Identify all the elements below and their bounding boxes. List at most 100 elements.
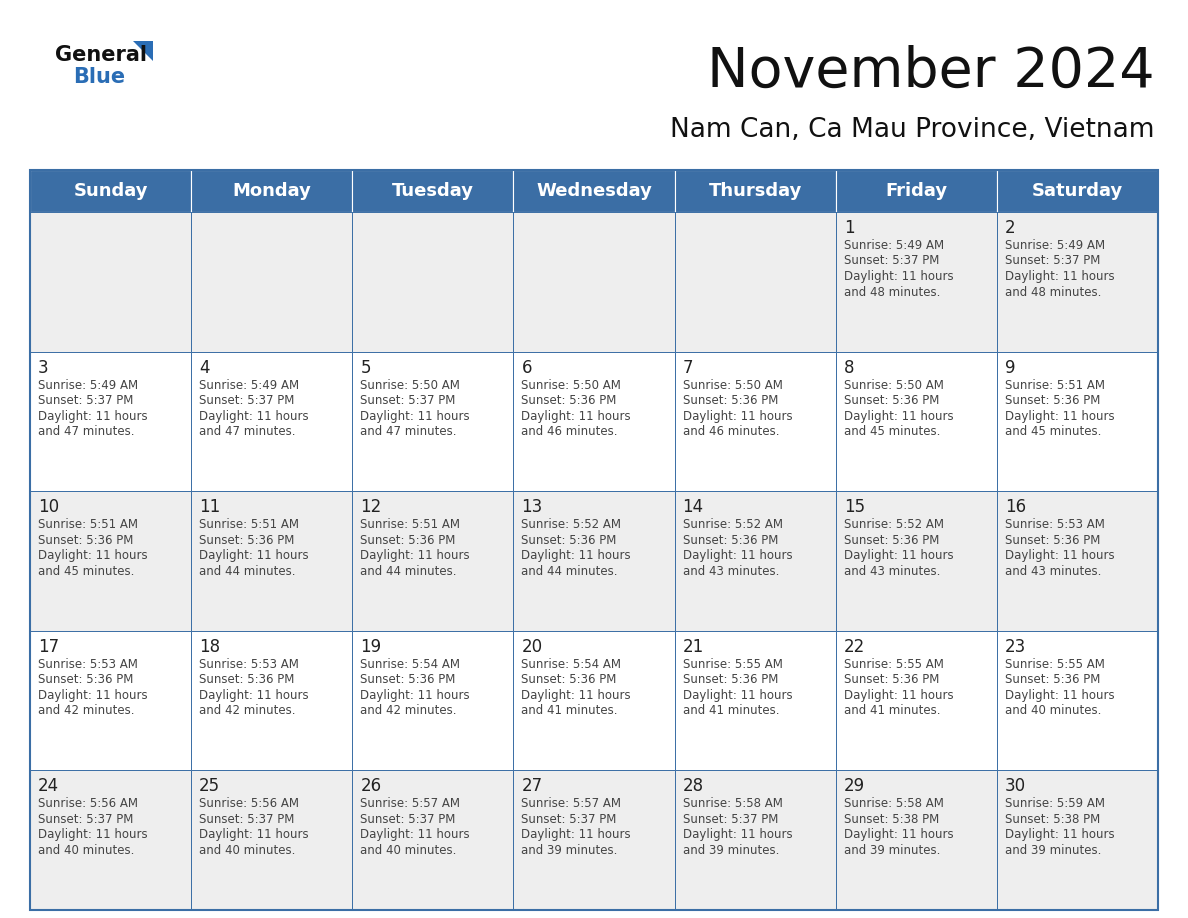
Bar (835, 352, 997, 491)
Text: Sunset: 5:37 PM: Sunset: 5:37 PM (38, 813, 133, 826)
Text: Daylight: 11 hours: Daylight: 11 hours (360, 688, 470, 701)
Text: Sunrise: 5:55 AM: Sunrise: 5:55 AM (683, 658, 783, 671)
Text: and 40 minutes.: and 40 minutes. (38, 844, 134, 856)
Text: and 43 minutes.: and 43 minutes. (843, 565, 940, 577)
Text: 6: 6 (522, 359, 532, 376)
Text: Daylight: 11 hours: Daylight: 11 hours (38, 688, 147, 701)
Text: Sunset: 5:36 PM: Sunset: 5:36 PM (360, 673, 456, 687)
Bar (191, 170, 353, 212)
Bar (30, 491, 191, 631)
Text: Sunrise: 5:53 AM: Sunrise: 5:53 AM (200, 658, 299, 671)
Text: Daylight: 11 hours: Daylight: 11 hours (843, 828, 953, 842)
Text: 12: 12 (360, 498, 381, 516)
Bar (353, 770, 513, 910)
Text: Thursday: Thursday (708, 182, 802, 200)
Text: Daylight: 11 hours: Daylight: 11 hours (200, 549, 309, 562)
Text: and 39 minutes.: and 39 minutes. (683, 844, 779, 856)
Text: and 44 minutes.: and 44 minutes. (522, 565, 618, 577)
Text: and 40 minutes.: and 40 minutes. (1005, 704, 1101, 717)
Text: Daylight: 11 hours: Daylight: 11 hours (683, 688, 792, 701)
Text: and 45 minutes.: and 45 minutes. (1005, 425, 1101, 438)
Text: and 41 minutes.: and 41 minutes. (683, 704, 779, 717)
Text: 29: 29 (843, 778, 865, 795)
Bar (30, 170, 1158, 910)
Text: 23: 23 (1005, 638, 1026, 655)
Text: Daylight: 11 hours: Daylight: 11 hours (38, 409, 147, 422)
Bar (191, 770, 353, 910)
Text: Sunrise: 5:51 AM: Sunrise: 5:51 AM (360, 518, 460, 532)
Text: and 40 minutes.: and 40 minutes. (200, 844, 296, 856)
Text: 28: 28 (683, 778, 703, 795)
Bar (997, 491, 1158, 631)
Bar (353, 352, 513, 491)
Text: Sunset: 5:37 PM: Sunset: 5:37 PM (843, 254, 939, 267)
Bar (675, 170, 835, 212)
Text: Daylight: 11 hours: Daylight: 11 hours (522, 828, 631, 842)
Bar (997, 352, 1158, 491)
Text: 17: 17 (38, 638, 59, 655)
Text: 19: 19 (360, 638, 381, 655)
Text: Sunset: 5:36 PM: Sunset: 5:36 PM (1005, 673, 1100, 687)
Text: Daylight: 11 hours: Daylight: 11 hours (200, 688, 309, 701)
Text: Sunrise: 5:51 AM: Sunrise: 5:51 AM (200, 518, 299, 532)
Text: 26: 26 (360, 778, 381, 795)
Text: Sunset: 5:37 PM: Sunset: 5:37 PM (38, 394, 133, 407)
Bar (513, 491, 675, 631)
Text: 16: 16 (1005, 498, 1026, 516)
Text: 18: 18 (200, 638, 220, 655)
Text: Daylight: 11 hours: Daylight: 11 hours (360, 549, 470, 562)
Polygon shape (133, 41, 153, 61)
Text: and 45 minutes.: and 45 minutes. (38, 565, 134, 577)
Text: Daylight: 11 hours: Daylight: 11 hours (38, 828, 147, 842)
Text: Sunrise: 5:51 AM: Sunrise: 5:51 AM (1005, 378, 1105, 392)
Text: Sunrise: 5:49 AM: Sunrise: 5:49 AM (1005, 239, 1105, 252)
Text: Sunset: 5:36 PM: Sunset: 5:36 PM (200, 673, 295, 687)
Text: Sunset: 5:36 PM: Sunset: 5:36 PM (38, 533, 133, 547)
Text: Sunrise: 5:59 AM: Sunrise: 5:59 AM (1005, 798, 1105, 811)
Bar (513, 631, 675, 770)
Text: Sunrise: 5:54 AM: Sunrise: 5:54 AM (522, 658, 621, 671)
Text: and 40 minutes.: and 40 minutes. (360, 844, 456, 856)
Text: Saturday: Saturday (1032, 182, 1123, 200)
Bar (353, 170, 513, 212)
Text: Blue: Blue (72, 67, 125, 87)
Bar (513, 212, 675, 352)
Text: Sunday: Sunday (74, 182, 147, 200)
Text: Sunset: 5:36 PM: Sunset: 5:36 PM (522, 673, 617, 687)
Text: and 43 minutes.: and 43 minutes. (683, 565, 779, 577)
Text: Tuesday: Tuesday (392, 182, 474, 200)
Text: November 2024: November 2024 (707, 45, 1155, 99)
Text: Sunset: 5:36 PM: Sunset: 5:36 PM (683, 394, 778, 407)
Text: Daylight: 11 hours: Daylight: 11 hours (683, 549, 792, 562)
Bar (835, 491, 997, 631)
Text: 11: 11 (200, 498, 221, 516)
Bar (835, 170, 997, 212)
Text: and 42 minutes.: and 42 minutes. (38, 704, 134, 717)
Text: Sunrise: 5:50 AM: Sunrise: 5:50 AM (843, 378, 943, 392)
Text: Sunrise: 5:52 AM: Sunrise: 5:52 AM (843, 518, 943, 532)
Text: Sunrise: 5:52 AM: Sunrise: 5:52 AM (522, 518, 621, 532)
Text: and 44 minutes.: and 44 minutes. (360, 565, 456, 577)
Text: 25: 25 (200, 778, 220, 795)
Text: 9: 9 (1005, 359, 1016, 376)
Text: Sunrise: 5:57 AM: Sunrise: 5:57 AM (522, 798, 621, 811)
Text: Sunset: 5:36 PM: Sunset: 5:36 PM (522, 394, 617, 407)
Text: Sunrise: 5:50 AM: Sunrise: 5:50 AM (360, 378, 460, 392)
Text: 1: 1 (843, 219, 854, 237)
Text: Sunrise: 5:49 AM: Sunrise: 5:49 AM (200, 378, 299, 392)
Text: Sunrise: 5:54 AM: Sunrise: 5:54 AM (360, 658, 460, 671)
Text: Daylight: 11 hours: Daylight: 11 hours (38, 549, 147, 562)
Text: Sunrise: 5:50 AM: Sunrise: 5:50 AM (683, 378, 783, 392)
Bar (513, 352, 675, 491)
Text: Friday: Friday (885, 182, 947, 200)
Text: Nam Can, Ca Mau Province, Vietnam: Nam Can, Ca Mau Province, Vietnam (670, 117, 1155, 143)
Text: Sunset: 5:36 PM: Sunset: 5:36 PM (843, 673, 939, 687)
Text: Sunrise: 5:49 AM: Sunrise: 5:49 AM (843, 239, 943, 252)
Text: Daylight: 11 hours: Daylight: 11 hours (360, 409, 470, 422)
Text: Sunset: 5:37 PM: Sunset: 5:37 PM (360, 394, 456, 407)
Bar (30, 352, 191, 491)
Text: Daylight: 11 hours: Daylight: 11 hours (1005, 270, 1114, 283)
Text: Daylight: 11 hours: Daylight: 11 hours (522, 549, 631, 562)
Text: 21: 21 (683, 638, 703, 655)
Text: Daylight: 11 hours: Daylight: 11 hours (360, 828, 470, 842)
